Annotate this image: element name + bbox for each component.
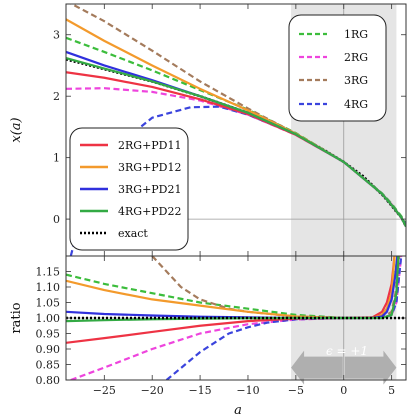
bottom-y-tick-label: 0.80 (36, 374, 61, 387)
legend-pd-label-1: 2RG+PD11 (118, 139, 182, 152)
bottom-y-tick-label: 1.05 (36, 297, 61, 310)
x-tick-label: −5 (288, 384, 304, 397)
x-tick-label: −25 (93, 384, 116, 397)
legend-pd-box (69, 127, 189, 251)
epsilon-minus-label: ϵ = −1 (241, 344, 283, 358)
epsilon-arrows: ϵ = −1 ϵ = +1 (241, 344, 397, 385)
top-series-4rg-pd22 (66, 57, 406, 228)
bottom-axis-ticks: −25 −20 −15 −10 −5 0 5 0.80 0.85 0.90 0.95 1.00 1.05… (36, 256, 406, 397)
legend-pd-label-3: 3RG+PD21 (118, 183, 182, 196)
epsilon-plus-arrow (344, 350, 397, 385)
top-y-tick-label: 3 (53, 29, 60, 42)
bottom-y-tick-label: 1.10 (36, 281, 61, 294)
x-tick-label: −20 (141, 384, 164, 397)
bottom-y-tick-label: 0.90 (36, 343, 61, 356)
epsilon-plus-label: ϵ = +1 (326, 344, 368, 358)
y-axis-label-bottom: ratio (9, 302, 24, 333)
x-axis-label: a (234, 403, 242, 418)
top-axis-ticks: 0 1 2 3 (53, 4, 406, 256)
x-tick-label: −10 (236, 384, 259, 397)
legend-pd-label-2: 3RG+PD12 (118, 161, 182, 174)
bottom-y-tick-label: 1.15 (36, 266, 61, 279)
legend-rg-box (288, 14, 387, 122)
bottom-y-tick-label: 0.85 (36, 359, 61, 372)
legend-rg-label-1: 1RG (344, 28, 368, 41)
legend-rg-label-3: 3RG (344, 74, 368, 87)
x-tick-label: 5 (388, 384, 395, 397)
epsilon-minus-arrow (291, 350, 343, 385)
x-tick-label: 0 (340, 384, 347, 397)
legend-pd-label-5: exact (118, 227, 148, 240)
bottom-y-tick-label: 1.00 (36, 312, 61, 325)
bottom-y-tick-label: 0.95 (36, 328, 61, 341)
top-y-tick-label: 1 (53, 152, 60, 165)
legend-rg: 1RG 2RG 3RG 4RG (288, 14, 387, 122)
legend-rg-label-4: 4RG (344, 98, 368, 111)
legend-rg-label-2: 2RG (344, 51, 368, 64)
x-tick-label: −15 (188, 384, 211, 397)
bottom-series-group (66, 256, 406, 380)
y-axis-label-top: x(a) (9, 117, 24, 142)
legend-pd: 2RG+PD11 3RG+PD12 3RG+PD21 4RG+PD22 exac… (69, 127, 189, 251)
legend-pd-label-4: 4RG+PD22 (118, 205, 182, 218)
top-y-tick-label: 0 (53, 213, 60, 226)
top-y-tick-label: 2 (53, 90, 60, 103)
